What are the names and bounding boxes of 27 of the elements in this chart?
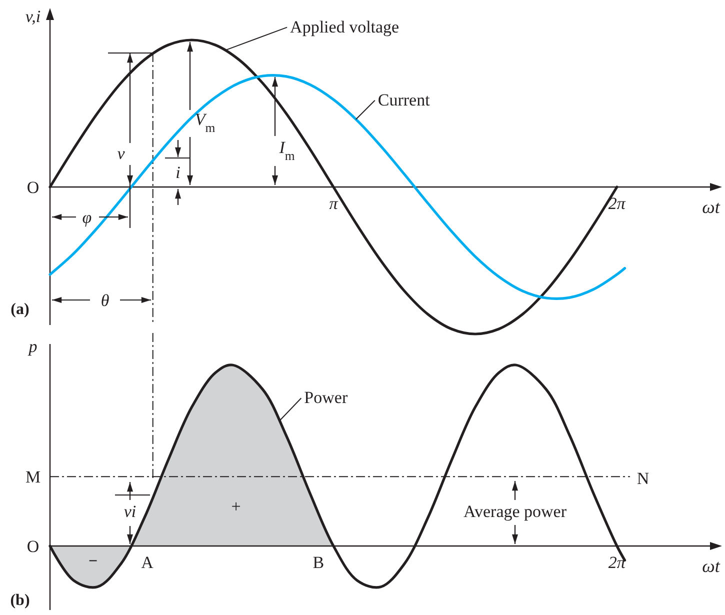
text: (b): [10, 592, 30, 609]
annotation: I$_{m}$: [278, 138, 295, 163]
annotation: i: [176, 163, 181, 182]
y-axis-title: v,i: [25, 7, 41, 26]
text: (a): [10, 301, 30, 318]
annotation: A: [141, 553, 154, 572]
annotation: Applied voltage: [290, 17, 400, 36]
annotation: Current: [378, 90, 430, 110]
annotation: N: [636, 469, 650, 488]
annotation: 2π: [608, 553, 626, 572]
y-axis-title: p: [28, 337, 38, 356]
annotation: B: [312, 553, 324, 572]
x-axis-title: ωt: [702, 556, 721, 576]
annotation: Power: [304, 388, 348, 408]
x-tick-label: π: [329, 194, 338, 213]
annotation: vi: [124, 502, 136, 521]
annotation: φ: [82, 208, 92, 227]
ref-line-label: M: [25, 468, 41, 487]
annotation: O: [26, 178, 40, 197]
annotation: V$_{m}$: [194, 110, 216, 135]
annotation: −: [88, 553, 98, 570]
annotation: θ: [100, 291, 110, 310]
annotation: v: [117, 144, 126, 163]
annotation: Average power: [463, 502, 567, 521]
x-axis-title: ωt: [702, 197, 721, 217]
annotation: O: [26, 537, 40, 556]
annotation: +: [231, 497, 241, 516]
